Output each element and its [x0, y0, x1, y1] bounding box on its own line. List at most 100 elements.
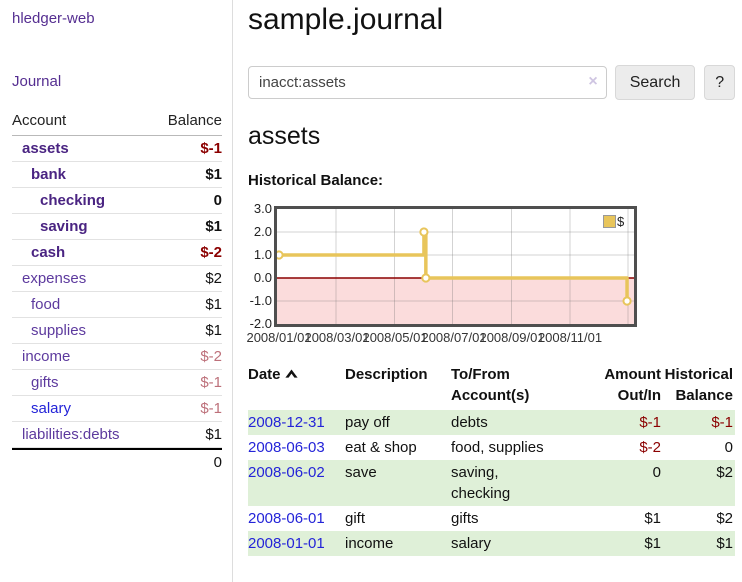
help-button[interactable]: ?: [704, 65, 735, 100]
transaction-date-link[interactable]: 2008-06-01: [248, 510, 325, 527]
sidebar: hledger-web Journal Account Balance asse…: [0, 0, 233, 582]
legend-label: $: [617, 214, 625, 229]
transaction-description: pay off: [345, 414, 390, 431]
account-balance: $-1: [200, 140, 222, 157]
account-link-saving[interactable]: saving: [40, 218, 88, 235]
account-tree: Account Balance assets $-1 bank $1 check…: [12, 108, 222, 475]
date-header-label: Date: [248, 366, 281, 383]
register-row: 2008-06-02 save saving, checking 0 $2: [248, 460, 735, 506]
legend-swatch-icon: [603, 215, 616, 228]
x-tick-label: 2008/11/01: [537, 330, 603, 345]
transaction-description: save: [345, 464, 377, 481]
x-tick-label: 2008/01/01: [246, 330, 312, 345]
transaction-accounts: food, supplies: [451, 439, 544, 456]
register-row: 2008-06-01 gift gifts $1 $2: [248, 506, 735, 531]
transaction-date-link[interactable]: 2008-01-01: [248, 535, 325, 552]
y-tick-label: 1.0: [253, 247, 272, 262]
clear-search-icon[interactable]: ×: [588, 73, 598, 90]
register-table: Date Description To/From Account(s) Amou…: [248, 362, 735, 556]
account-link-bank[interactable]: bank: [31, 166, 67, 183]
transaction-amount: 0: [652, 464, 661, 481]
transaction-amount: $-1: [639, 414, 661, 431]
page-title: sample.journal: [248, 3, 444, 36]
account-link-salary[interactable]: salary: [31, 400, 72, 417]
account-link-expenses[interactable]: expenses: [22, 270, 87, 287]
transaction-description: eat & shop: [345, 439, 417, 456]
account-row: food $1: [12, 292, 222, 318]
account-row: checking 0: [12, 188, 222, 214]
account-row: gifts $-1: [12, 370, 222, 396]
x-tick-label: 2008/03/01: [304, 330, 370, 345]
transaction-balance: $2: [716, 464, 733, 481]
account-balance: $-1: [200, 374, 222, 391]
register-row: 2008-01-01 income salary $1 $1: [248, 531, 735, 556]
account-link-cash[interactable]: cash: [31, 244, 66, 261]
y-tick-label: -1.0: [249, 293, 272, 308]
account-balance: $1: [205, 218, 222, 235]
sort-ascending-icon: [284, 369, 298, 378]
column-header-date[interactable]: Date: [248, 362, 345, 410]
transaction-date-link[interactable]: 2008-12-31: [248, 414, 325, 431]
transaction-balance: $-1: [711, 414, 733, 431]
account-balance: $-1: [200, 400, 222, 417]
transaction-balance: 0: [724, 439, 733, 456]
transaction-description: gift: [345, 510, 366, 527]
register-header-row: Date Description To/From Account(s) Amou…: [248, 362, 735, 410]
account-link-assets[interactable]: assets: [22, 140, 69, 157]
transaction-accounts: saving, checking: [451, 464, 511, 502]
account-balance: 0: [213, 192, 222, 209]
account-row: saving $1: [12, 214, 222, 240]
column-header-description: Description: [345, 366, 428, 383]
account-balance: $1: [205, 322, 222, 339]
account-row: bank $1: [12, 162, 222, 188]
account-link-food[interactable]: food: [31, 296, 61, 313]
x-tick-label: 2008/05/01: [362, 330, 428, 345]
register-row: 2008-12-31 pay off debts $-1 $-1: [248, 410, 735, 435]
account-tree-header: Account Balance: [12, 108, 222, 136]
y-tick-label: -2.0: [249, 316, 272, 331]
balance-column-header: Balance: [167, 112, 222, 129]
sidebar-item-journal[interactable]: Journal: [12, 73, 62, 90]
transaction-accounts: gifts: [451, 510, 479, 527]
transaction-amount: $1: [644, 510, 661, 527]
account-balance: $-2: [200, 348, 222, 365]
account-balance: $-2: [200, 244, 222, 261]
accounts-total-row: 0: [12, 448, 222, 475]
account-link-supplies[interactable]: supplies: [31, 322, 87, 339]
chart-plot-svg: [277, 209, 634, 324]
account-link-income[interactable]: income: [22, 348, 71, 365]
column-header-accounts: To/From Account(s): [451, 366, 530, 404]
register-row: 2008-06-03 eat & shop food, supplies $-2…: [248, 435, 735, 460]
account-row: assets $-1: [12, 136, 222, 162]
historical-balance-chart: 3.0 2.0 1.0 0.0 -1.0 -2.0 $ 2008/01/01 2…: [246, 201, 735, 347]
column-header-amount: Amount Out/In: [604, 366, 661, 404]
transaction-accounts: debts: [451, 414, 488, 431]
transaction-description: income: [345, 535, 394, 552]
account-row: salary $-1: [12, 396, 222, 422]
transaction-accounts: salary: [451, 535, 492, 552]
account-link-gifts[interactable]: gifts: [31, 374, 59, 391]
main-content: sample.journal × Search ? assets Histori…: [246, 0, 735, 556]
account-balance: $1: [205, 166, 222, 183]
account-link-liabilities-debts[interactable]: liabilities:debts: [22, 426, 120, 443]
brand-link[interactable]: hledger-web: [12, 10, 95, 27]
transaction-date-link[interactable]: 2008-06-03: [248, 439, 325, 456]
search-input[interactable]: [248, 66, 607, 99]
account-link-checking[interactable]: checking: [40, 192, 106, 209]
account-row: income $-2: [12, 344, 222, 370]
transaction-date-link[interactable]: 2008-06-02: [248, 464, 325, 481]
account-heading: assets: [248, 122, 321, 150]
y-tick-label: 3.0: [253, 201, 272, 216]
search-button[interactable]: Search: [614, 65, 696, 100]
chart-legend: $: [603, 214, 624, 229]
search-box: ×: [248, 66, 607, 99]
chart-title: Historical Balance:: [248, 172, 384, 189]
column-header-balance: Historical Balance: [664, 366, 733, 404]
y-tick-label: 2.0: [253, 224, 272, 239]
account-balance: $1: [205, 296, 222, 313]
accounts-total-value: 0: [213, 454, 222, 471]
y-tick-label: 0.0: [253, 270, 272, 285]
account-balance: $1: [205, 426, 222, 443]
account-row: supplies $1: [12, 318, 222, 344]
transaction-amount: $1: [644, 535, 661, 552]
